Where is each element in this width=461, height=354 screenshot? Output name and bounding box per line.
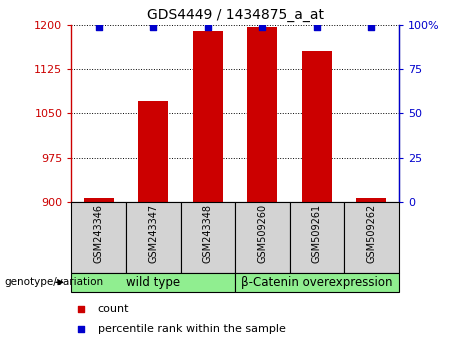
Point <box>259 24 266 29</box>
Bar <box>181 202 235 273</box>
Bar <box>71 202 126 273</box>
Text: wild type: wild type <box>126 276 180 289</box>
Title: GDS4449 / 1434875_a_at: GDS4449 / 1434875_a_at <box>147 8 324 22</box>
Bar <box>356 198 386 202</box>
Bar <box>71 273 235 292</box>
Bar <box>84 198 114 202</box>
Text: count: count <box>98 304 129 314</box>
Text: GSM243348: GSM243348 <box>203 204 213 263</box>
Text: genotype/variation: genotype/variation <box>5 277 104 287</box>
Bar <box>302 51 332 202</box>
Point <box>149 24 157 30</box>
Text: GSM243347: GSM243347 <box>148 204 158 263</box>
Text: GSM509261: GSM509261 <box>312 204 322 263</box>
Text: GSM243346: GSM243346 <box>94 204 104 263</box>
Bar <box>235 202 290 273</box>
Text: β-Catenin overexpression: β-Catenin overexpression <box>241 276 393 289</box>
Point <box>313 24 321 30</box>
Point <box>368 24 375 30</box>
Point <box>77 326 85 332</box>
Point <box>204 24 212 29</box>
Bar <box>248 27 278 202</box>
Bar <box>138 102 168 202</box>
Point <box>95 24 102 30</box>
Bar <box>290 202 344 273</box>
Bar <box>126 202 181 273</box>
Bar <box>193 31 223 202</box>
Text: GSM509260: GSM509260 <box>257 204 267 263</box>
Text: percentile rank within the sample: percentile rank within the sample <box>98 324 285 334</box>
Text: GSM509262: GSM509262 <box>366 204 377 263</box>
Bar <box>344 202 399 273</box>
Bar <box>235 273 399 292</box>
Point <box>77 307 85 312</box>
